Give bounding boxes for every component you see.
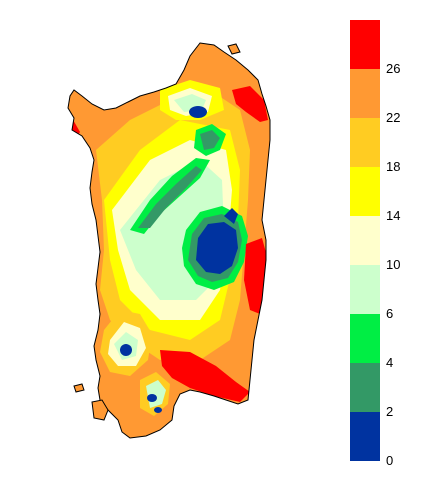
legend-swatch-3 (350, 265, 380, 314)
color-legend: 0 2 4 6 10 14 18 22 26 (350, 20, 430, 470)
legend-swatch-6 (350, 118, 380, 167)
legend-swatch-7 (350, 69, 380, 118)
legend-swatch-5 (350, 167, 380, 216)
legend-tick-label: 14 (386, 208, 401, 223)
legend-swatch-1 (350, 363, 380, 412)
legend-swatch-0 (350, 412, 380, 461)
legend-swatch-2 (350, 314, 380, 363)
small-island-sw-2 (73, 383, 85, 393)
legend-swatch-8 (350, 20, 380, 69)
legend-tick-label: 0 (386, 453, 394, 468)
legend-tick-label: 22 (386, 110, 401, 125)
legend-swatch-4 (350, 216, 380, 265)
legend-tick-label: 6 (386, 306, 394, 321)
legend-tick-label: 26 (386, 61, 401, 76)
small-island-sw-1 (91, 399, 109, 421)
small-island-ne (227, 43, 241, 55)
legend-tick-label: 4 (386, 355, 394, 370)
legend-tick-label: 18 (386, 159, 401, 174)
temperature-field (68, 43, 270, 438)
legend-tick-label: 2 (386, 404, 394, 419)
legend-tick-label: 10 (386, 257, 401, 272)
